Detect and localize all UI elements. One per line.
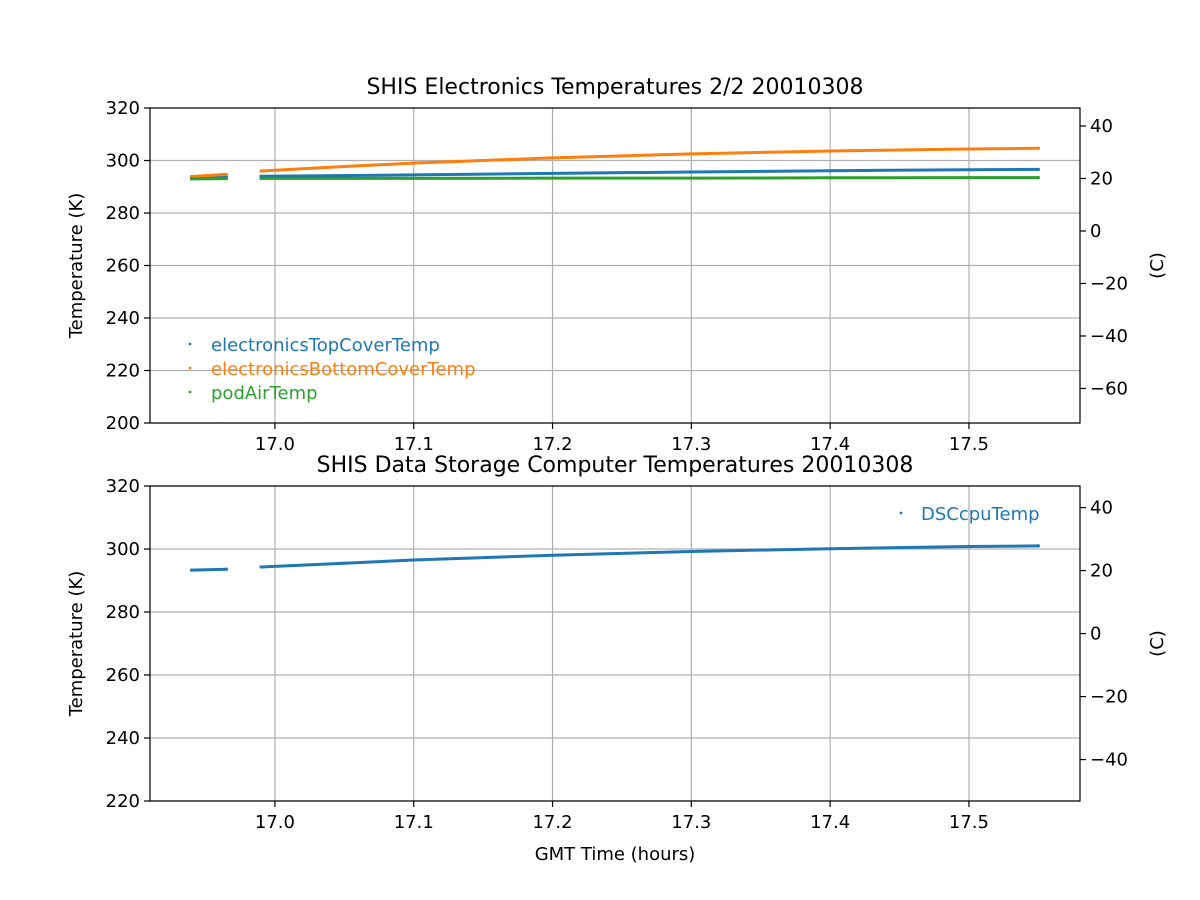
series-line	[190, 172, 228, 178]
x-tick-label: 17.4	[810, 434, 850, 455]
chart-title: SHIS Data Storage Computer Temperatures …	[317, 453, 914, 478]
y2-tick-label: −40	[1090, 326, 1128, 347]
x-tick-label: 17.5	[949, 812, 989, 833]
chart-title: SHIS Electronics Temperatures 2/2 200103…	[366, 75, 863, 100]
y-tick-label: 240	[106, 728, 140, 749]
x-axis-label: GMT Time (hours)	[535, 844, 696, 865]
legend-marker	[899, 511, 903, 515]
legend-marker	[188, 342, 192, 346]
legend-marker	[188, 366, 192, 370]
x-tick-label: 17.0	[255, 812, 295, 833]
x-tick-label: 17.1	[394, 812, 434, 833]
y-tick-label: 260	[106, 665, 140, 686]
x-tick-label: 17.5	[949, 434, 989, 455]
plot-frame	[149, 485, 1081, 802]
legend: DSCcpuTemp	[899, 504, 1040, 525]
x-tick-label: 17.4	[810, 812, 850, 833]
legend-label: electronicsTopCoverTemp	[211, 335, 440, 356]
y-tick-label: 300	[106, 539, 140, 560]
series-line	[190, 567, 228, 572]
y-tick-label: 220	[106, 361, 140, 382]
y2-tick-label: −40	[1090, 750, 1128, 771]
legend-label: DSCcpuTemp	[921, 504, 1040, 525]
series-line	[259, 146, 1040, 173]
y-tick-label: 280	[106, 602, 140, 623]
series-line	[259, 176, 1040, 180]
y-axis-label: Temperature (K)	[66, 571, 87, 718]
y2-tick-label: 20	[1090, 168, 1113, 189]
x-tick-label: 17.2	[532, 812, 572, 833]
data-storage-computer-temperatures-plot: 17.0 17.1 17.2 17.3 17.4 17.5 220 240 260 280 300 3…	[66, 453, 1168, 865]
y-tick-label: 320	[106, 98, 140, 119]
y2-tick-label: 40	[1090, 116, 1113, 137]
y2-tick-label: −20	[1090, 273, 1128, 294]
x-tick-label: 17.3	[671, 434, 711, 455]
y-tick-label: 260	[106, 256, 140, 277]
x-tick-label: 17.3	[671, 812, 711, 833]
y-tick-label: 200	[106, 413, 140, 434]
legend: electronicsTopCoverTemp electronicsBottom…	[188, 335, 476, 404]
y-axis-label: Temperature (K)	[66, 193, 87, 340]
legend-label: electronicsBottomCoverTemp	[211, 359, 476, 380]
electronics-temperatures-plot: 17.0 17.1 17.2 17.3 17.4 17.52002202402602803…	[66, 75, 1168, 455]
y2-tick-label: 40	[1090, 498, 1113, 519]
x-tick-label: 17.1	[394, 434, 434, 455]
y-tick-label: 280	[106, 203, 140, 224]
series-electronicsBottomCoverTemp	[190, 146, 1040, 179]
series-line	[259, 167, 1040, 178]
y2-tick-label: 0	[1090, 624, 1101, 645]
legend-marker	[188, 390, 192, 394]
y2-tick-label: 20	[1090, 561, 1113, 582]
y2-axis-label: (C)	[1147, 252, 1168, 279]
y2-axis-label: (C)	[1147, 630, 1168, 657]
series-podAirTemp	[190, 175, 1040, 181]
legend-label: podAirTemp	[211, 383, 318, 404]
y-tick-label: 300	[106, 151, 140, 172]
y-tick-label: 320	[106, 476, 140, 497]
y-tick-label: 240	[106, 308, 140, 329]
y2-tick-label: 0	[1090, 221, 1101, 242]
y2-tick-label: −20	[1090, 687, 1128, 708]
y2-tick-label: −60	[1090, 378, 1128, 399]
x-tick-label: 17.2	[532, 434, 572, 455]
series-DSCcpuTemp	[190, 544, 1040, 572]
x-tick-label: 17.0	[255, 434, 295, 455]
y-tick-label: 220	[106, 791, 140, 812]
series-line	[259, 544, 1040, 569]
